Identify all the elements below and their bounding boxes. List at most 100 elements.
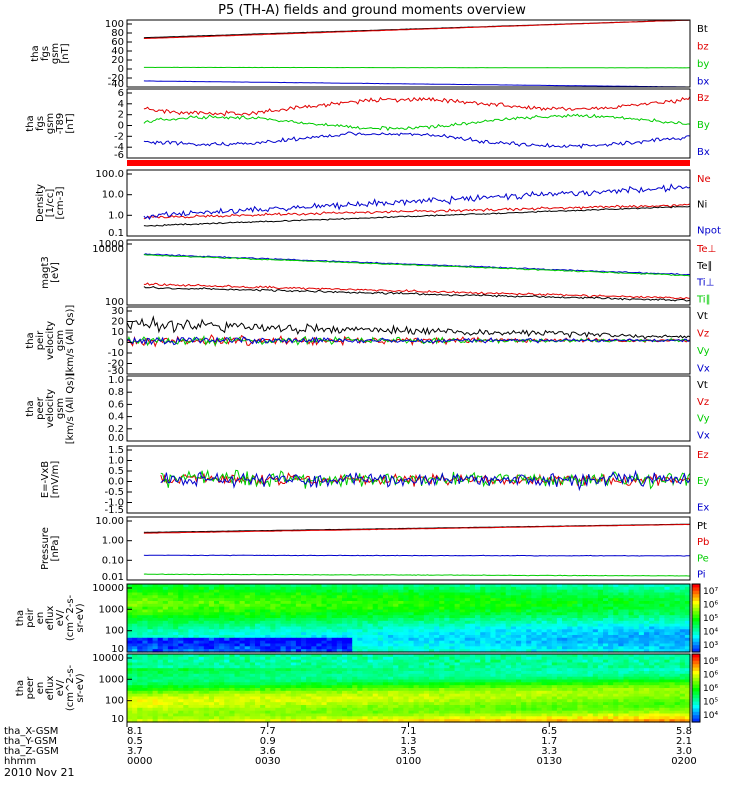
spectrogram-cell	[234, 702, 241, 706]
spectrogram-cell	[203, 609, 210, 613]
spectrogram-cell	[127, 671, 133, 675]
spectrogram-cell	[188, 632, 195, 636]
spectrogram-cell	[454, 606, 461, 611]
spectrogram-cell	[132, 586, 138, 591]
spectrogram-cell	[541, 668, 548, 672]
spectrogram-cell	[219, 707, 225, 712]
spectrogram-cell	[480, 690, 486, 695]
spectrogram-cell	[244, 682, 251, 686]
spectrogram-cell	[352, 595, 358, 599]
spectrogram-cell	[577, 609, 584, 613]
spectrogram-cell	[495, 654, 502, 658]
spectrogram-cell	[388, 629, 394, 633]
spectrogram-cell	[659, 584, 665, 588]
spectrogram-cell	[203, 665, 210, 669]
spectrogram-cell	[562, 702, 568, 706]
spectrogram-cell	[526, 618, 532, 622]
spectrogram-cell	[608, 702, 614, 706]
spectrogram-cell	[183, 635, 189, 639]
spectrogram-cell	[377, 676, 384, 681]
spectrogram-cell	[597, 688, 604, 692]
spectrogram-cell	[485, 685, 491, 689]
spectrogram-cell	[408, 702, 415, 706]
spectrogram-cell	[592, 592, 599, 596]
spectrogram-cell	[208, 592, 215, 596]
spectrogram-cell	[434, 649, 440, 653]
spectrogram-cell	[280, 679, 287, 683]
spectrogram-cell	[352, 598, 358, 602]
spectrogram-cell	[326, 690, 333, 695]
spectrogram-cell	[434, 646, 440, 650]
spectrogram-cell	[173, 623, 179, 628]
spectrogram-cell	[367, 662, 374, 666]
spectrogram-cell	[393, 656, 399, 661]
spectrogram-cell	[398, 598, 404, 602]
spectrogram-cell	[208, 637, 215, 642]
spectrogram-cell	[475, 612, 481, 616]
spectrogram-cell	[408, 673, 415, 678]
spectrogram-cell	[500, 696, 507, 700]
spectrogram-cell	[510, 612, 517, 616]
spectrogram-cell	[137, 626, 143, 630]
spectrogram-cell	[229, 668, 236, 672]
spectrogram-cell	[408, 643, 415, 647]
spectrogram-cell	[347, 690, 353, 695]
spectrogram-cell	[649, 646, 655, 650]
spectrogram-cell	[167, 606, 174, 611]
spectrogram-cell	[664, 595, 671, 599]
spectrogram-cell	[347, 646, 353, 650]
spectrogram-cell	[270, 673, 276, 678]
spectrogram-cell	[393, 665, 399, 669]
spectrogram-cell	[439, 595, 445, 599]
spectrogram-cell	[198, 654, 205, 658]
spectrogram-cell	[255, 629, 261, 633]
spectrogram-cell	[244, 673, 251, 678]
spectrogram-cell	[362, 671, 369, 675]
spectrogram-cell	[285, 671, 292, 675]
spectrogram-cell	[684, 586, 691, 591]
spectrogram-cell	[398, 606, 404, 611]
spectrogram-cell	[127, 705, 133, 709]
spectrogram-cell	[152, 693, 159, 698]
spectrogram-cell	[587, 609, 594, 613]
spectrogram-cell	[306, 682, 312, 686]
spectrogram-cell	[178, 673, 184, 678]
spectrogram-cell	[367, 629, 374, 633]
spectrogram-cell	[684, 626, 691, 630]
spectrogram-cell	[531, 589, 537, 594]
spectrogram-cell	[480, 601, 486, 605]
spectrogram-cell	[157, 705, 164, 709]
spectrogram-cell	[562, 646, 568, 650]
spectrogram-cell	[434, 612, 440, 616]
spectrogram-cell	[500, 643, 507, 647]
spectrogram-cell	[239, 654, 246, 658]
spectrogram-cell	[649, 705, 655, 709]
spectrogram-cell	[357, 640, 363, 645]
spectrogram-cell	[546, 673, 553, 678]
spectrogram-cell	[521, 640, 527, 645]
spectrogram-cell	[306, 595, 312, 599]
spectrogram-cell	[214, 671, 220, 675]
spectrogram-cell	[321, 649, 328, 653]
spectrogram-cell	[556, 646, 563, 650]
spectrogram-cell	[285, 589, 292, 594]
spectrogram-cell	[127, 643, 133, 647]
spectrogram-cell	[603, 705, 609, 709]
spectrogram-cell	[372, 592, 379, 596]
spectrogram-cell	[173, 665, 179, 669]
spectrogram-cell	[393, 592, 399, 596]
spectrogram-cell	[393, 688, 399, 692]
spectrogram-cell	[188, 696, 195, 700]
spectrogram-cell	[654, 643, 660, 647]
spectrogram-cell	[382, 688, 389, 692]
spectrogram-cell	[643, 702, 650, 706]
spectrogram-cell	[623, 673, 630, 678]
spectrogram-cell	[265, 673, 271, 678]
spectrogram-cell	[275, 640, 282, 645]
spectrogram-cell	[505, 640, 512, 645]
spectrogram-cell	[219, 693, 225, 698]
spectrogram-cell	[311, 688, 317, 692]
spectrogram-cell	[188, 601, 195, 605]
spectrogram-cell	[577, 620, 584, 625]
spectrogram-cell	[526, 626, 532, 630]
